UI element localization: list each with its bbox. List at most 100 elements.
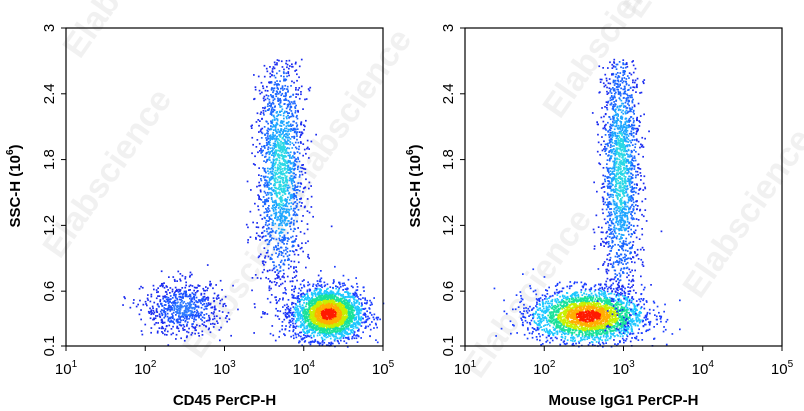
event-point [330,291,333,293]
event-point [293,169,295,171]
event-point [274,181,277,184]
event-point [319,301,322,303]
event-point [302,296,305,298]
event-point [353,301,356,304]
event-point [275,213,278,216]
event-point [219,317,221,320]
event-point [351,310,353,312]
event-point [281,325,284,327]
event-point [265,194,268,196]
event-point [313,335,315,338]
event-point [284,193,287,195]
event-point [258,89,261,92]
event-point [251,124,253,127]
event-point [260,316,263,319]
event-point [207,328,210,331]
event-point [291,187,294,190]
event-point [295,336,298,339]
event-point [330,325,333,327]
event-point [327,344,330,347]
event-point [173,278,176,281]
event-point [279,218,282,221]
event-point [276,123,279,126]
event-point [289,169,292,172]
event-point [302,154,304,157]
event-point [221,289,223,291]
event-point [287,122,289,124]
event-point [283,88,286,90]
event-point [300,91,302,93]
event-point [279,278,282,281]
event-point [221,311,224,313]
event-point [262,97,265,100]
event-point [262,167,264,169]
event-point [343,309,346,311]
event-point [190,333,193,336]
event-point [289,319,291,322]
event-point [159,300,161,303]
event-point [305,302,308,304]
event-point [280,254,283,256]
event-point [188,295,190,297]
event-point [184,308,187,311]
event-point [296,220,298,223]
event-point [195,318,197,321]
event-point [331,299,333,302]
event-point [300,183,303,185]
event-point [276,140,279,143]
event-point [297,227,299,229]
event-point [283,111,286,114]
event-point [174,291,176,294]
event-point [306,198,309,200]
event-point [324,289,326,292]
event-point [199,299,201,301]
event-point [344,318,346,320]
event-point [285,93,287,95]
event-point [340,302,343,305]
event-point [205,307,207,310]
event-point [271,172,273,175]
event-point [267,184,269,186]
event-point [323,338,326,341]
event-point [289,280,292,283]
event-point [265,211,268,213]
event-point [296,319,299,322]
event-point [276,274,278,276]
event-point [317,328,319,331]
event-point [295,270,298,273]
event-point [316,298,318,300]
event-point [353,337,356,340]
event-point [281,153,283,156]
event-point [343,282,345,285]
event-point [342,319,345,322]
event-point [323,291,326,293]
event-point [292,315,295,318]
event-point [282,202,285,205]
event-point [319,306,321,308]
event-point [346,288,348,291]
event-point [325,329,328,331]
event-point [332,282,335,285]
event-point [331,334,334,337]
event-point [273,201,276,204]
event-point [257,151,259,154]
event-point [338,293,340,295]
event-point [296,125,298,128]
event-point [283,229,286,231]
event-point [323,281,326,284]
event-point [184,307,187,310]
event-point [304,98,306,101]
event-point [217,294,220,297]
event-point [278,218,280,221]
event-point [174,304,177,307]
event-point [328,328,330,331]
event-point [272,261,274,263]
event-point [292,214,295,216]
event-point [300,220,303,222]
event-point [294,189,297,192]
event-point [272,222,274,224]
event-point [308,335,310,338]
event-point [281,231,284,234]
event-point [328,307,331,309]
event-point [279,161,281,164]
